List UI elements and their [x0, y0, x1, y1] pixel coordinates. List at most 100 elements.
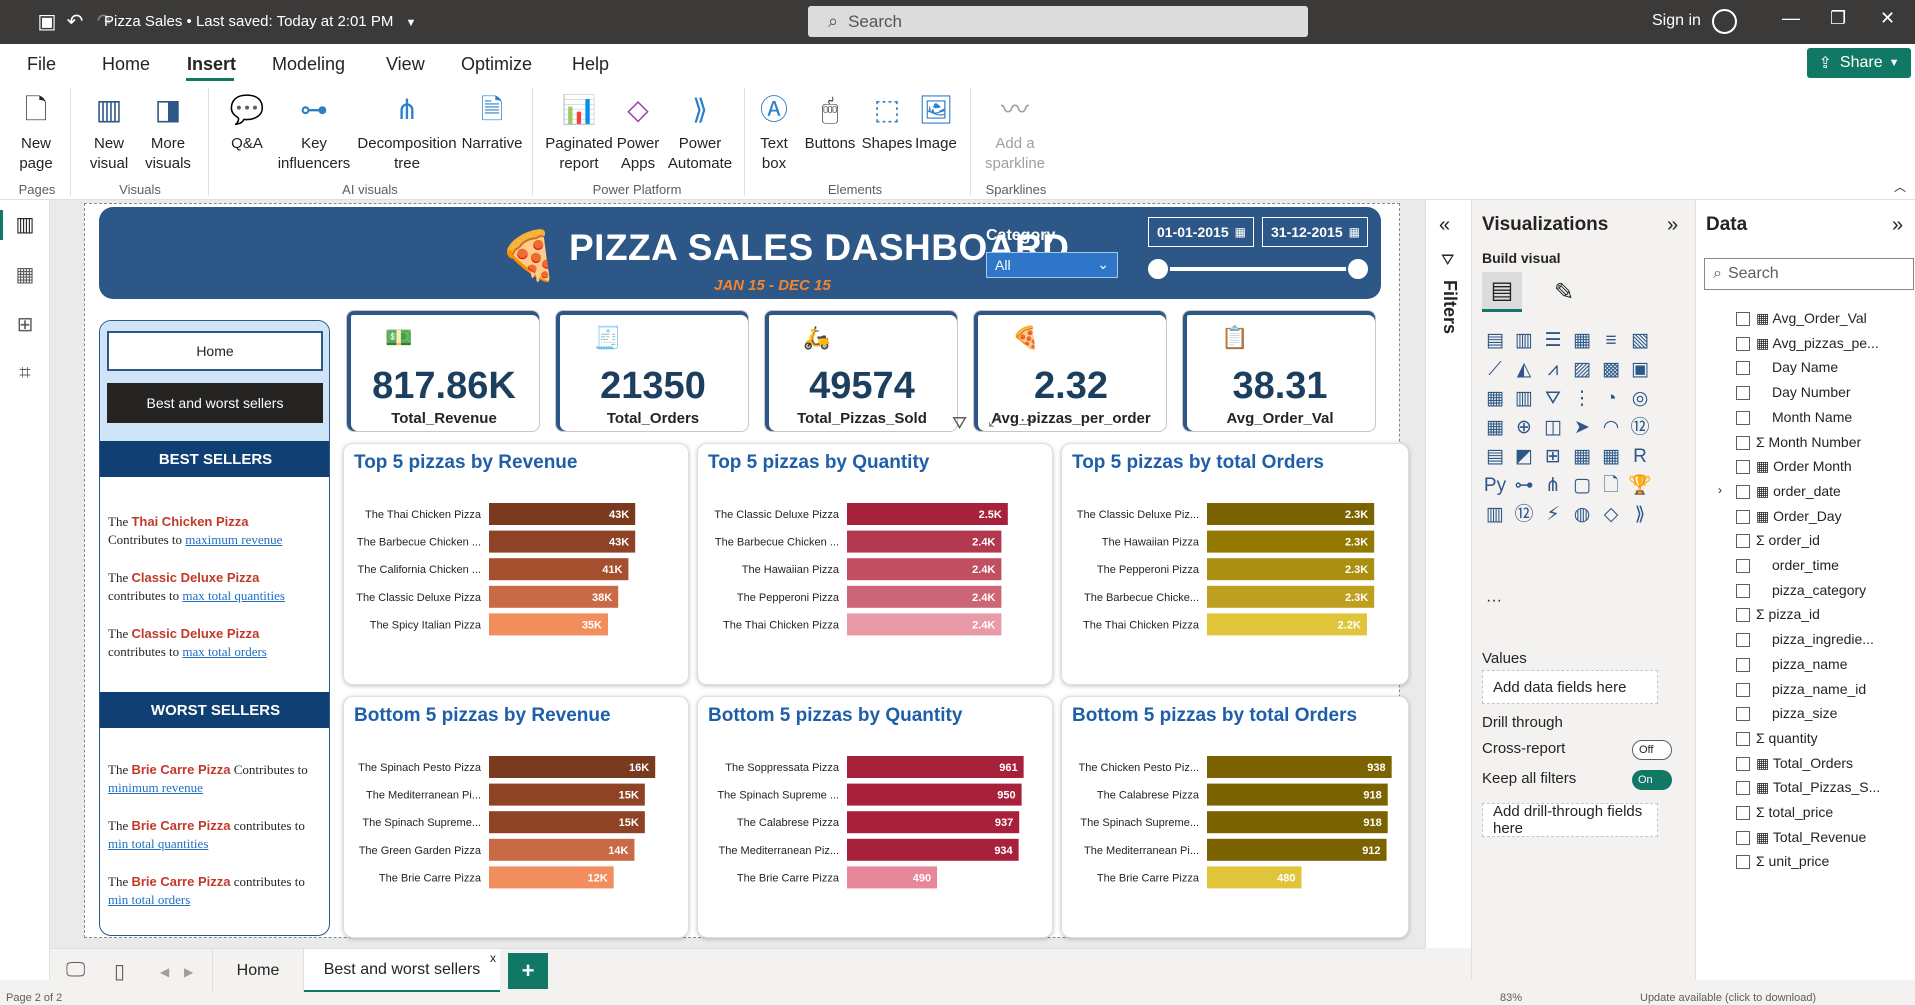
undo-icon[interactable]: ↶ [66, 10, 84, 33]
page-tab-best-worst[interactable]: Best and worst sellers x [304, 949, 500, 993]
category-slicer[interactable]: All ⌄ [986, 252, 1118, 278]
collapse-viz-icon[interactable]: » [1667, 214, 1679, 236]
visual-type-icon[interactable]: 🏆 [1628, 475, 1652, 496]
share-button[interactable]: ⇪ Share ▼ [1807, 48, 1911, 78]
field-item[interactable]: ▦ Order_Day [1756, 508, 1842, 525]
menu-view[interactable]: View [386, 54, 425, 74]
date-slider-start-handle[interactable] [1146, 257, 1170, 281]
avatar-icon[interactable] [1712, 9, 1737, 34]
field-checkbox[interactable] [1736, 707, 1750, 722]
bar[interactable] [847, 756, 1024, 778]
model-view-icon[interactable]: ⊞ [16, 314, 34, 336]
field-checkbox[interactable] [1736, 657, 1750, 672]
best-worst-nav-button[interactable]: Best and worst sellers [107, 383, 323, 423]
visual-type-icon[interactable]: ▤ [1486, 446, 1504, 467]
visual-type-icon[interactable]: ⟋ [1488, 359, 1502, 380]
bar[interactable] [489, 585, 619, 608]
bar[interactable] [489, 503, 636, 525]
field-checkbox[interactable] [1736, 806, 1750, 820]
dax-query-icon[interactable]: ⌗ [19, 362, 31, 384]
bar[interactable] [489, 756, 656, 778]
prev-page-icon[interactable]: ◀ [160, 965, 170, 979]
redo-icon[interactable]: ↷ [96, 10, 114, 33]
min-total-orders-link[interactable]: min total orders [108, 892, 191, 907]
field-checkbox[interactable] [1736, 855, 1750, 870]
visual-type-icon[interactable]: ▣ [1631, 359, 1649, 380]
chevron-down-icon[interactable]: ▼ [405, 17, 417, 29]
bar[interactable] [1207, 811, 1388, 834]
visual-type-icon[interactable]: ⩘ [1547, 359, 1559, 380]
format-visual-tab-icon[interactable]: ✎ [1553, 278, 1575, 306]
field-checkbox[interactable] [1736, 559, 1750, 573]
sign-in-link[interactable]: Sign in [1652, 12, 1701, 29]
field-checkbox[interactable] [1736, 731, 1750, 746]
field-checkbox[interactable] [1736, 509, 1750, 524]
field-item[interactable]: ▦ Order Month [1756, 458, 1852, 475]
field-item[interactable]: pizza_category [1772, 582, 1866, 598]
field-item[interactable]: ▦ order_date [1756, 483, 1841, 500]
bar[interactable] [489, 866, 614, 889]
collapse-ribbon-icon[interactable]: ︿ [1894, 180, 1907, 194]
bar[interactable] [1207, 558, 1375, 581]
visual-type-icon[interactable]: ⑫ [1630, 417, 1650, 438]
visual-type-icon[interactable]: ▢ [1573, 475, 1591, 496]
maximum-revenue-link[interactable]: maximum revenue [185, 532, 283, 547]
visual-type-icon[interactable]: ➤ [1574, 417, 1590, 438]
chart-bottom-quantity[interactable]: Bottom 5 pizzas by Quantity The Soppress… [697, 696, 1053, 938]
minimize-icon[interactable]: — [1782, 8, 1800, 28]
power-automate-button[interactable]: ⟫ Power Automate [664, 90, 736, 174]
chart-top-revenue[interactable]: Top 5 pizzas by Revenue The Thai Chicken… [343, 443, 689, 685]
close-tab-icon[interactable]: x [490, 951, 496, 965]
bar[interactable] [1207, 756, 1392, 778]
visual-type-icon[interactable]: Py [1483, 475, 1507, 496]
minimum-revenue-link[interactable]: minimum revenue [108, 780, 203, 795]
field-item[interactable]: Σ unit_price [1756, 853, 1829, 869]
field-checkbox[interactable] [1736, 534, 1750, 549]
update-notice[interactable]: Update available (click to download) [1640, 992, 1817, 1004]
field-item[interactable]: Day Name [1772, 359, 1838, 375]
bar[interactable] [489, 783, 645, 806]
visual-type-icon[interactable]: ◩ [1515, 446, 1533, 467]
field-checkbox[interactable] [1736, 484, 1750, 499]
field-checkbox[interactable] [1736, 361, 1750, 376]
bar[interactable] [1207, 585, 1375, 608]
table-view-icon[interactable]: ▦ [15, 264, 35, 286]
field-checkbox[interactable] [1736, 633, 1750, 648]
chart-bottom-revenue[interactable]: Bottom 5 pizzas by Revenue The Spinach P… [343, 696, 689, 938]
field-checkbox[interactable] [1736, 756, 1750, 771]
date-slider-end-handle[interactable] [1346, 257, 1370, 281]
chevron-right-icon[interactable]: › [1718, 482, 1722, 497]
menu-insert[interactable]: Insert [187, 54, 237, 74]
visual-type-icon[interactable]: ⊕ [1516, 417, 1532, 438]
cross-report-toggle[interactable]: Off [1632, 740, 1672, 760]
focus-mode-icon[interactable]: ⤢ [988, 413, 1001, 430]
visual-type-icon[interactable]: ▦ [1486, 417, 1504, 438]
bar[interactable] [847, 558, 1002, 581]
doc-title[interactable]: Pizza Sales • Last saved: Today at 2:01 … [104, 13, 417, 30]
close-icon[interactable]: ✕ [1880, 8, 1896, 28]
bar[interactable] [1207, 838, 1387, 861]
field-item[interactable]: Σ order_id [1756, 532, 1820, 548]
field-checkbox[interactable] [1736, 682, 1750, 697]
field-item[interactable]: Day Number [1772, 384, 1851, 400]
visual-type-icon[interactable]: ◠ [1602, 417, 1620, 438]
search-box[interactable]: ⌕ Search [808, 6, 1308, 37]
paginated-report-button[interactable]: 📊 Paginated report [542, 90, 616, 174]
bar[interactable] [489, 613, 608, 636]
bar[interactable] [489, 530, 636, 553]
qa-button[interactable]: 💬 Q&A [220, 90, 274, 154]
field-item[interactable]: pizza_ingredie... [1772, 631, 1874, 647]
decomposition-tree-button[interactable]: ⋔ Decomposition tree [352, 90, 462, 174]
menu-optimize[interactable]: Optimize [461, 54, 533, 74]
menu-help[interactable]: Help [572, 54, 610, 74]
field-checkbox[interactable] [1736, 386, 1750, 401]
field-item[interactable]: Month Name [1772, 409, 1852, 425]
field-item[interactable]: Σ total_price [1756, 804, 1833, 820]
add-sparkline-button[interactable]: 〰 Add a sparkline [978, 90, 1052, 174]
visual-type-icon[interactable]: ≡ [1605, 330, 1617, 351]
visual-type-icon[interactable]: ☰ [1544, 330, 1562, 351]
date-slider-track[interactable] [1157, 267, 1357, 271]
field-checkbox[interactable] [1736, 781, 1750, 796]
bar[interactable] [847, 530, 1002, 553]
visual-type-icon[interactable]: ⊶ [1514, 475, 1534, 496]
